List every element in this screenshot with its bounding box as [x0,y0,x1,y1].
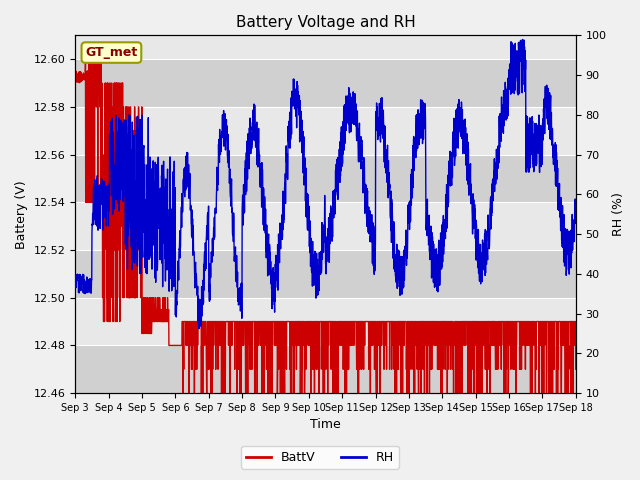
Bar [76,298,576,346]
Y-axis label: RH (%): RH (%) [612,192,625,236]
Bar [76,346,576,393]
X-axis label: Time: Time [310,419,341,432]
Bar [76,155,576,202]
Bar [76,202,576,250]
Text: GT_met: GT_met [85,46,138,59]
Bar [76,107,576,155]
Title: Battery Voltage and RH: Battery Voltage and RH [236,15,415,30]
Legend: BattV, RH: BattV, RH [241,446,399,469]
Bar [76,59,576,107]
Y-axis label: Battery (V): Battery (V) [15,180,28,249]
Bar [76,250,576,298]
